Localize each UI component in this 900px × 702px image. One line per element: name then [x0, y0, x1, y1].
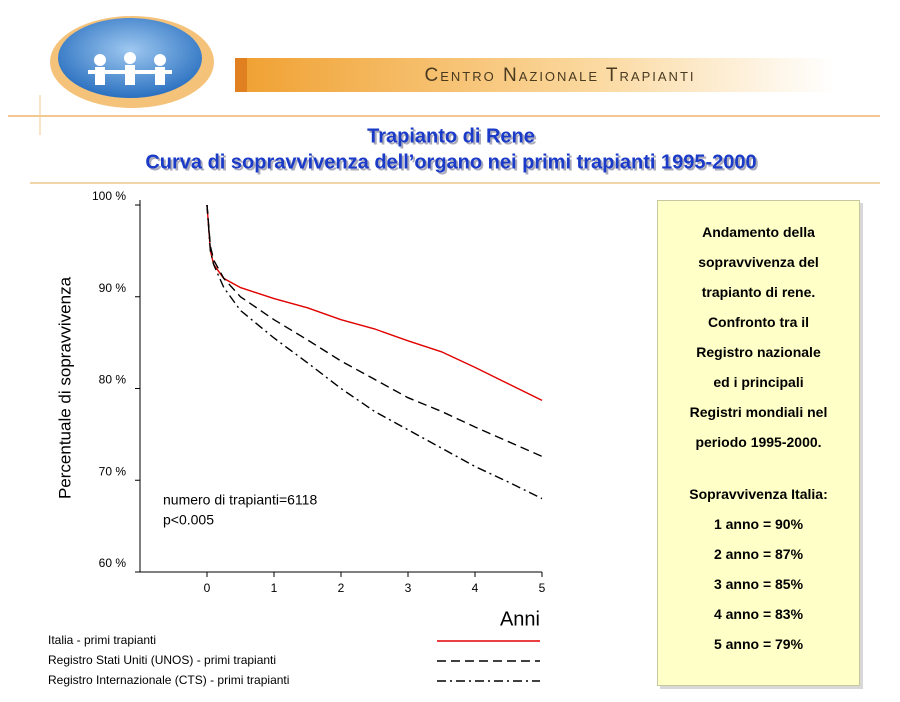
summary-line: sopravvivenza del: [698, 254, 819, 270]
y-axis-label: Percentuale di sopravvivenza: [55, 276, 74, 499]
summary-line: periodo 1995-2000.: [695, 434, 822, 450]
y-tick-label: 70 %: [99, 464, 127, 478]
summary-line: 4 anno = 83%: [713, 606, 804, 622]
x-tick-label: 5: [539, 581, 546, 595]
annotation: numero di trapianti=6118: [163, 492, 317, 508]
summary-line: trapianto di rene.: [701, 284, 816, 300]
summary-box: Andamento della sopravvivenza del trapiant…: [657, 200, 860, 686]
summary-line: 3 anno = 85%: [713, 576, 804, 592]
summary-line: Registri mondiali nel: [689, 404, 828, 420]
summary-line: Andamento della: [702, 224, 815, 240]
y-tick-label: 60 %: [99, 556, 127, 570]
series-line: [206, 204, 543, 402]
org-name: Centro Nazionale Trapianti: [424, 65, 695, 86]
x-axis-label: Anni: [500, 608, 540, 630]
banner-edge: [235, 58, 247, 92]
legend-label: Registro Internazionale (CTS) - primi tr…: [48, 673, 289, 687]
summary-line: 2 anno = 87%: [713, 546, 804, 562]
chart-subtitle: Curva di sopravvivenza dell’organo nei p…: [145, 151, 756, 173]
y-tick-label: 80 %: [99, 373, 127, 387]
x-tick-label: 4: [472, 581, 479, 595]
summary-line: 1 anno = 90%: [713, 516, 804, 532]
banner: [235, 58, 835, 92]
series-line: [206, 204, 543, 458]
series-line: [206, 204, 543, 500]
summary-line: ed i principali: [713, 374, 804, 390]
summary-line: 5 anno = 79%: [713, 636, 804, 652]
x-tick-label: 2: [338, 581, 345, 595]
y-tick-label: 90 %: [99, 281, 127, 295]
summary-line: Registro nazionale: [696, 344, 821, 360]
y-tick-label: 100 %: [92, 189, 126, 203]
summary-line: Confronto tra il: [707, 314, 810, 330]
chart-title: Trapianto di Rene: [367, 125, 535, 147]
x-tick-label: 1: [271, 581, 278, 595]
logo-figures: [88, 52, 172, 85]
legend-label: Italia - primi trapianti: [48, 633, 156, 647]
legend-label: Registro Stati Uniti (UNOS) - primi trap…: [48, 653, 276, 667]
summary-line: Sopravvivenza Italia:: [689, 486, 828, 502]
x-tick-label: 0: [204, 581, 211, 595]
annotation: p<0.005: [163, 512, 214, 528]
x-tick-label: 3: [405, 581, 412, 595]
